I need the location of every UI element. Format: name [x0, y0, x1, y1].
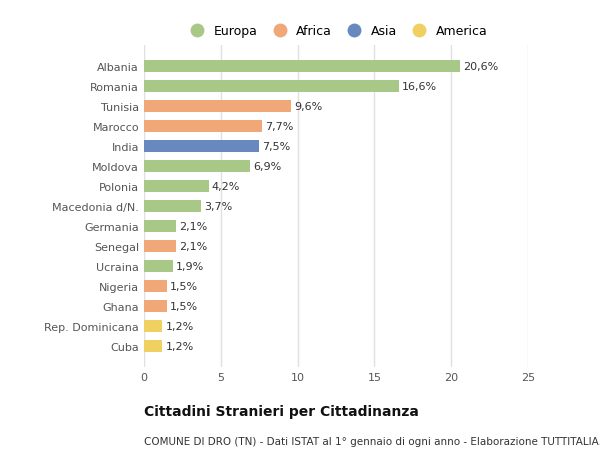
Text: 16,6%: 16,6% — [402, 82, 437, 91]
Bar — [144, 61, 460, 73]
Text: COMUNE DI DRO (TN) - Dati ISTAT al 1° gennaio di ogni anno - Elaborazione TUTTIT: COMUNE DI DRO (TN) - Dati ISTAT al 1° ge… — [144, 436, 600, 446]
Bar — [144, 221, 176, 233]
Text: 3,7%: 3,7% — [204, 202, 232, 212]
Text: 4,2%: 4,2% — [212, 182, 240, 191]
Bar — [144, 80, 399, 93]
Text: 7,7%: 7,7% — [265, 122, 294, 132]
Text: 7,5%: 7,5% — [262, 141, 290, 151]
Text: 1,2%: 1,2% — [166, 341, 194, 352]
Bar — [144, 261, 173, 273]
Text: 9,6%: 9,6% — [295, 101, 323, 112]
Bar — [144, 201, 201, 213]
Bar — [144, 180, 209, 192]
Text: 20,6%: 20,6% — [463, 62, 499, 72]
Legend: Europa, Africa, Asia, America: Europa, Africa, Asia, America — [179, 20, 493, 43]
Text: 1,5%: 1,5% — [170, 302, 198, 312]
Text: 6,9%: 6,9% — [253, 162, 281, 172]
Bar — [144, 301, 167, 313]
Text: Cittadini Stranieri per Cittadinanza: Cittadini Stranieri per Cittadinanza — [144, 404, 419, 418]
Text: 1,5%: 1,5% — [170, 281, 198, 291]
Bar — [144, 140, 259, 152]
Bar — [144, 161, 250, 173]
Bar — [144, 121, 262, 133]
Text: 2,1%: 2,1% — [179, 241, 208, 252]
Bar — [144, 320, 163, 333]
Text: 2,1%: 2,1% — [179, 222, 208, 231]
Text: 1,2%: 1,2% — [166, 322, 194, 331]
Bar — [144, 280, 167, 292]
Text: 1,9%: 1,9% — [176, 262, 205, 272]
Bar — [144, 241, 176, 252]
Bar — [144, 101, 292, 112]
Bar — [144, 341, 163, 353]
